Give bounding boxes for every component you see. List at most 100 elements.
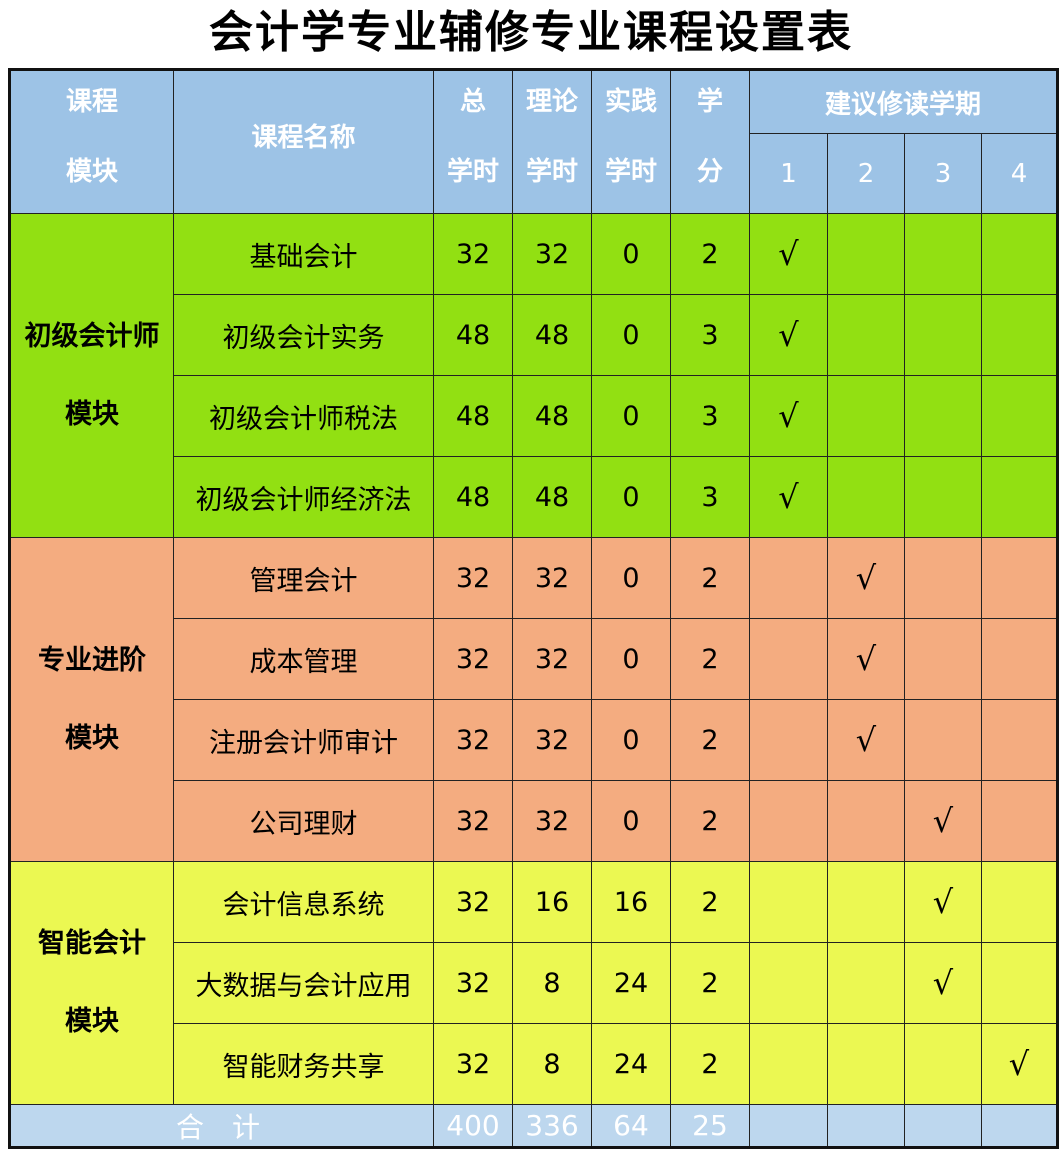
- cell-practice: 0: [591, 699, 671, 781]
- semester-cell: [981, 213, 1058, 295]
- cell-name: 初级会计师税法: [173, 375, 434, 457]
- semester-3: 3: [904, 133, 982, 214]
- cell-total: 32: [433, 1023, 513, 1105]
- cell-total: 32: [433, 699, 513, 781]
- cell-practice: 0: [591, 213, 671, 295]
- cell-name: 成本管理: [173, 618, 434, 700]
- cell-name: 管理会计: [173, 537, 434, 619]
- semester-cell: [904, 213, 982, 295]
- semester-cell: [749, 699, 828, 781]
- table-row: 成本管理 32 32 0 2 √: [10, 618, 1058, 700]
- cell-credit: 2: [670, 618, 750, 700]
- cell-credit: 2: [670, 537, 750, 619]
- check-icon: √: [932, 964, 954, 1002]
- cell-practice: 0: [591, 375, 671, 457]
- cell-credit: 2: [670, 861, 750, 943]
- semester-cell: [981, 942, 1058, 1024]
- semester-cell: [827, 294, 905, 376]
- cell-total: 48: [433, 375, 513, 457]
- cell-name: 会计信息系统: [173, 861, 434, 943]
- semester-cell: [981, 780, 1058, 862]
- cell-name: 注册会计师审计: [173, 699, 434, 781]
- module-cell: 初级会计师 模块: [9, 213, 174, 538]
- semester-cell: [904, 537, 982, 619]
- table-row: 专业进阶 模块 管理会计 32 32 0 2 √: [9, 537, 1058, 862]
- totals-theory: 336: [512, 1104, 592, 1148]
- semester-2: 2: [827, 133, 905, 214]
- table-row: 初级会计实务 48 48 0 3 √: [10, 294, 1058, 376]
- cell-credit: 2: [670, 942, 750, 1024]
- cell-credit: 2: [670, 213, 750, 295]
- check-icon: √: [932, 802, 954, 840]
- semester-cell: [904, 456, 982, 538]
- cell-theory: 8: [512, 942, 592, 1024]
- semester-cell: √: [904, 861, 982, 943]
- cell-total: 32: [433, 780, 513, 862]
- cell-theory: 32: [512, 780, 592, 862]
- cell-practice: 24: [591, 1023, 671, 1105]
- semester-cell: [749, 537, 828, 619]
- cell-theory: 8: [512, 1023, 592, 1105]
- header-practice: 实践 学时: [591, 69, 671, 214]
- check-icon: √: [778, 478, 799, 516]
- semester-cell: [981, 861, 1058, 943]
- semester-cell: [904, 1023, 982, 1105]
- totals-row: 合 计 400 336 64 25: [9, 1104, 1058, 1148]
- cell-practice: 24: [591, 942, 671, 1024]
- header-semester: 建议修读学期: [749, 69, 1058, 134]
- semester-cell: [749, 942, 828, 1024]
- cell-credit: 3: [670, 456, 750, 538]
- table-row: 初级会计师 模块 基础会计 32 32 0 2 √: [9, 213, 1058, 538]
- header-module: 课程 模块: [9, 69, 174, 214]
- check-icon: √: [778, 397, 799, 435]
- cell-credit: 3: [670, 375, 750, 457]
- cell-name: 大数据与会计应用: [173, 942, 434, 1024]
- totals-practice: 64: [591, 1104, 671, 1148]
- cell-theory: 48: [512, 456, 592, 538]
- semester-cell: [904, 699, 982, 781]
- header-theory: 理论 学时: [512, 69, 592, 214]
- semester-cell: [904, 294, 982, 376]
- cell-practice: 0: [591, 294, 671, 376]
- semester-cell: [749, 861, 828, 943]
- header-credit: 学分: [670, 69, 750, 214]
- table-row: 智能会计 模块 会计信息系统 32 16 16 2 √: [9, 861, 1058, 1105]
- semester-cell: √: [981, 1023, 1058, 1105]
- semester-cell: [827, 861, 905, 943]
- semester-cell: [827, 213, 905, 295]
- cell-credit: 2: [670, 699, 750, 781]
- cell-credit: 3: [670, 294, 750, 376]
- cell-total: 32: [433, 618, 513, 700]
- cell-theory: 48: [512, 294, 592, 376]
- cell-theory: 32: [512, 213, 592, 295]
- semester-cell: √: [749, 456, 828, 538]
- semester-cell: √: [827, 618, 905, 700]
- totals-total: 400: [433, 1104, 513, 1148]
- semester-cell: [827, 942, 905, 1024]
- cell-theory: 48: [512, 375, 592, 457]
- semester-1: 1: [749, 133, 828, 214]
- semester-cell: [749, 1023, 828, 1105]
- cell-practice: 0: [591, 456, 671, 538]
- semester-cell: [904, 375, 982, 457]
- cell-practice: 0: [591, 537, 671, 619]
- semester-cell: [749, 780, 828, 862]
- header-total: 总学时: [433, 69, 513, 214]
- course-table: 课程 模块 课程名称 总学时 理论 学时 实践 学时 学分 建议修读学期 1 2 3 …: [8, 68, 1059, 1149]
- cell-practice: 16: [591, 861, 671, 943]
- semester-cell: [981, 699, 1058, 781]
- check-icon: √: [1008, 1045, 1030, 1083]
- semester-cell: [827, 375, 905, 457]
- semester-cell: [827, 1023, 905, 1105]
- semester-cell: [904, 618, 982, 700]
- semester-cell: √: [904, 780, 982, 862]
- cell-total: 48: [433, 294, 513, 376]
- table-row: 智能财务共享 32 8 24 2 √: [10, 1023, 1058, 1105]
- cell-name: 初级会计实务: [173, 294, 434, 376]
- check-icon: √: [778, 235, 799, 273]
- cell-total: 32: [433, 537, 513, 619]
- module-cell: 专业进阶 模块: [9, 537, 174, 862]
- cell-practice: 0: [591, 780, 671, 862]
- check-icon: √: [855, 721, 877, 759]
- cell-total: 32: [433, 213, 513, 295]
